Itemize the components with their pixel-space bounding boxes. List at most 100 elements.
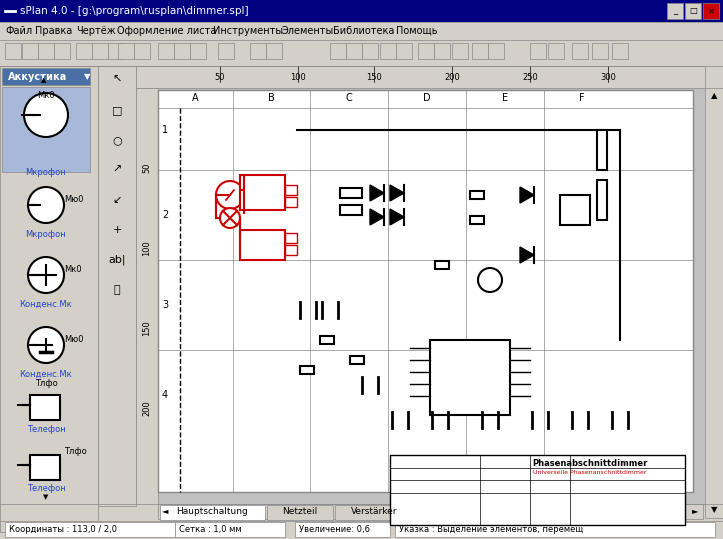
Text: Phasenabschnittdimmer: Phasenabschnittdimmer bbox=[532, 459, 648, 467]
Text: 100: 100 bbox=[290, 73, 306, 81]
Text: 🔍: 🔍 bbox=[114, 285, 120, 295]
Polygon shape bbox=[520, 247, 534, 263]
Bar bbox=[218, 43, 234, 59]
Bar bbox=[190, 43, 206, 59]
Bar bbox=[685, 3, 701, 19]
Text: 150: 150 bbox=[142, 320, 152, 336]
Text: ►: ► bbox=[692, 507, 698, 515]
Text: Мкрофон: Мкрофон bbox=[25, 230, 67, 239]
Bar bbox=[434, 43, 450, 59]
Text: Мкрофон: Мкрофон bbox=[25, 168, 67, 177]
Text: Hauptschaltung: Hauptschaltung bbox=[176, 508, 249, 516]
Text: Файл: Файл bbox=[5, 26, 32, 36]
Circle shape bbox=[478, 268, 502, 292]
Text: Элементы: Элементы bbox=[281, 26, 334, 36]
Bar bbox=[160, 505, 265, 520]
Text: Тлфо: Тлфо bbox=[64, 447, 87, 457]
Text: B: B bbox=[268, 93, 275, 103]
Text: ↙: ↙ bbox=[112, 195, 121, 205]
Text: Universelle Phasenanschnittdimmer: Universelle Phasenanschnittdimmer bbox=[534, 469, 647, 474]
Text: 100: 100 bbox=[142, 240, 152, 256]
Polygon shape bbox=[390, 209, 404, 225]
Bar bbox=[285, 197, 297, 207]
Text: Помощь: Помощь bbox=[396, 26, 438, 36]
Bar bbox=[435, 261, 449, 269]
Bar bbox=[38, 43, 54, 59]
Bar bbox=[240, 175, 285, 210]
Text: ▲: ▲ bbox=[711, 92, 717, 100]
Bar bbox=[390, 455, 685, 525]
Bar bbox=[0, 521, 723, 539]
Bar bbox=[470, 216, 484, 224]
Bar bbox=[472, 43, 488, 59]
Text: Оформление листа: Оформление листа bbox=[117, 26, 216, 36]
Bar bbox=[703, 3, 719, 19]
Text: ○: ○ bbox=[112, 135, 122, 145]
Text: Мю0: Мю0 bbox=[64, 196, 83, 204]
Text: Координаты : 113,0 / 2,0: Координаты : 113,0 / 2,0 bbox=[9, 525, 117, 534]
Text: Конденс.Мк: Конденс.Мк bbox=[20, 300, 72, 309]
Circle shape bbox=[220, 208, 240, 228]
Bar bbox=[0, 0, 723, 22]
Bar bbox=[530, 43, 546, 59]
Circle shape bbox=[216, 181, 244, 209]
Bar bbox=[295, 522, 390, 537]
Bar bbox=[136, 66, 705, 88]
Bar bbox=[2, 87, 90, 172]
Bar bbox=[108, 43, 124, 59]
Bar bbox=[136, 66, 705, 506]
Text: +: + bbox=[112, 225, 121, 235]
Bar bbox=[597, 180, 607, 220]
Bar bbox=[158, 43, 174, 59]
Bar bbox=[330, 43, 346, 59]
Bar bbox=[2, 68, 90, 85]
Text: 4: 4 bbox=[162, 390, 168, 400]
Text: □: □ bbox=[689, 6, 697, 16]
Text: □: □ bbox=[112, 105, 122, 115]
Bar bbox=[250, 43, 266, 59]
Bar bbox=[300, 366, 314, 374]
Polygon shape bbox=[520, 187, 534, 203]
Bar bbox=[0, 40, 723, 66]
Text: 250: 250 bbox=[522, 73, 538, 81]
Bar bbox=[158, 504, 703, 519]
Bar bbox=[430, 340, 510, 415]
Text: Библиотека: Библиотека bbox=[333, 26, 395, 36]
Text: 1: 1 bbox=[162, 125, 168, 135]
Text: 2: 2 bbox=[162, 210, 168, 220]
Bar bbox=[335, 505, 414, 520]
Bar bbox=[285, 185, 297, 195]
Polygon shape bbox=[370, 185, 384, 201]
Bar bbox=[0, 22, 723, 40]
Bar bbox=[285, 245, 297, 255]
Bar bbox=[54, 43, 70, 59]
Bar bbox=[548, 43, 564, 59]
Bar bbox=[705, 88, 723, 518]
Bar bbox=[452, 43, 468, 59]
Text: ▼: ▼ bbox=[711, 506, 717, 515]
Text: ↗: ↗ bbox=[112, 165, 121, 175]
Bar bbox=[5, 43, 21, 59]
Text: ◄: ◄ bbox=[162, 507, 168, 515]
Text: 200: 200 bbox=[142, 400, 152, 416]
Text: Сетка : 1,0 мм: Сетка : 1,0 мм bbox=[179, 525, 241, 534]
Bar bbox=[362, 43, 378, 59]
Bar bbox=[285, 233, 297, 243]
Text: 200: 200 bbox=[444, 73, 460, 81]
Bar bbox=[158, 90, 693, 492]
Bar bbox=[340, 188, 362, 198]
Text: ✕: ✕ bbox=[708, 6, 714, 16]
Bar bbox=[418, 43, 434, 59]
Bar bbox=[350, 356, 364, 364]
Bar bbox=[118, 43, 134, 59]
Text: 3: 3 bbox=[162, 300, 168, 310]
Text: A: A bbox=[192, 93, 199, 103]
Bar bbox=[266, 43, 282, 59]
Bar bbox=[76, 43, 92, 59]
Text: Инструменты: Инструменты bbox=[213, 26, 283, 36]
Text: ▼: ▼ bbox=[84, 72, 90, 81]
Text: Аккустика: Аккустика bbox=[8, 72, 67, 81]
Bar bbox=[267, 505, 333, 520]
Bar bbox=[395, 522, 715, 537]
Bar bbox=[30, 395, 60, 420]
